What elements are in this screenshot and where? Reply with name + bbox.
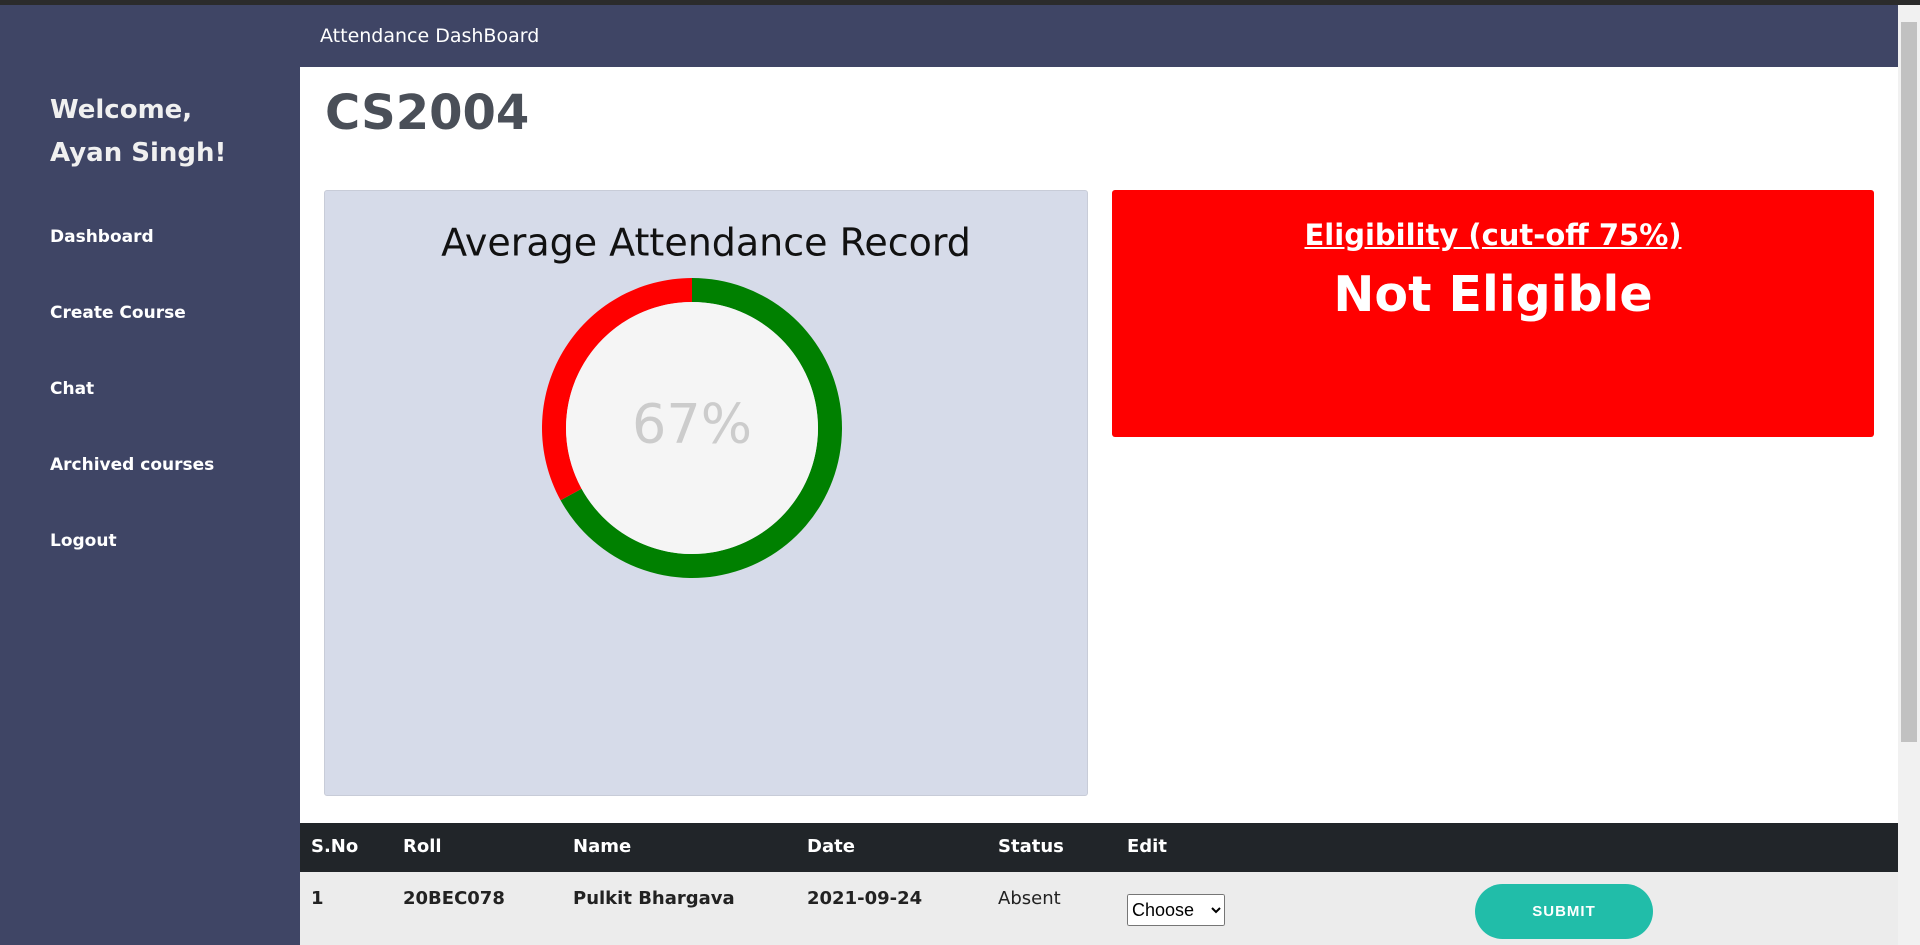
cell: 1 xyxy=(311,888,324,909)
eligibility-title[interactable]: Eligibility (cut-off 75%) xyxy=(1304,218,1682,252)
column-header: Name xyxy=(573,836,632,857)
nav-link[interactable]: Dashboard xyxy=(50,227,154,247)
donut-chart: Average Attendance Record 67% xyxy=(441,221,971,578)
cell: 2021-09-24 xyxy=(807,888,923,909)
course-code: CS2004 xyxy=(325,85,530,141)
donut-center xyxy=(566,302,818,554)
cell: 20BEC078 xyxy=(403,888,505,909)
sidebar: Welcome, Ayan Singh! Dashboard Create Cou… xyxy=(0,5,300,945)
cell: Pulkit Bhargava xyxy=(573,888,735,909)
eligibility-card: Eligibility (cut-off 75%) Not Eligible xyxy=(1112,190,1874,437)
top-strip xyxy=(0,0,1920,5)
cell: Absent xyxy=(998,888,1061,909)
attendance-card: Average Attendance Record 67% xyxy=(324,190,1088,796)
column-header: Edit xyxy=(1127,836,1167,857)
status-select[interactable]: Choose xyxy=(1127,894,1225,926)
eligibility-status: Not Eligible xyxy=(1333,266,1653,323)
nav-link[interactable]: Chat xyxy=(50,379,95,399)
submit-button[interactable]: SUBMIT xyxy=(1475,884,1653,939)
nav-link[interactable]: Create Course xyxy=(50,303,186,323)
card-title: Average Attendance Record xyxy=(441,221,971,265)
header: Attendance DashBoard xyxy=(300,5,1898,67)
nav-link[interactable]: Archived courses xyxy=(50,455,215,475)
absent-arc xyxy=(542,278,692,501)
header-title: Attendance DashBoard xyxy=(320,25,540,47)
column-header: Date xyxy=(807,836,855,857)
percent-label: 67% xyxy=(632,393,752,456)
column-header: Status xyxy=(998,836,1064,857)
scroll-thumb[interactable] xyxy=(1901,22,1917,742)
nav-link[interactable]: Logout xyxy=(50,531,117,551)
welcome: Welcome, xyxy=(50,95,193,125)
column-header: S.No xyxy=(311,836,359,857)
table-row: Choose 1 20BEC078 Pulkit Bhargava 2021-09-2… xyxy=(300,872,1898,945)
table-header: S.No Roll Name Date Status Edit xyxy=(300,823,1898,872)
user-name: Ayan Singh! xyxy=(50,138,227,168)
column-header: Roll xyxy=(403,836,442,857)
